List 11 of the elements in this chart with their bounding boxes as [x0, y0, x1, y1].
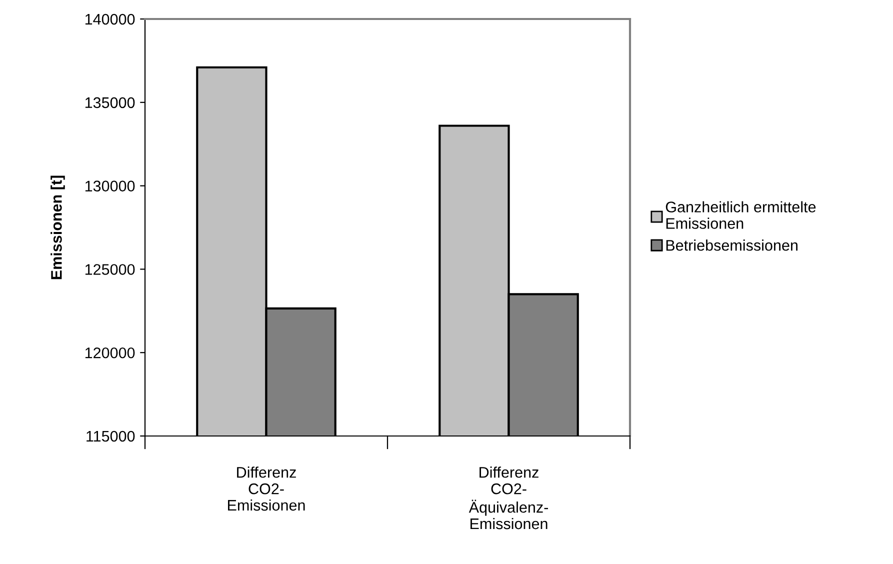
legend-label: Betriebsemissionen: [666, 240, 798, 251]
y-tick-label: 120000: [85, 347, 135, 358]
x-tick-label: Differenz CO2- Äquivalenz- Emissionen: [468, 466, 548, 530]
y-axis-title: Emissionen [t]: [50, 176, 65, 280]
x-tick-label: Differenz CO2- Emissionen: [228, 466, 305, 511]
legend-label: Ganzheitlich ermittelte Emissionen: [666, 201, 816, 229]
y-tick-label: 125000: [85, 264, 135, 275]
y-tick-label: 135000: [85, 97, 135, 108]
y-tick-label: 140000: [85, 14, 135, 25]
y-tick-label: 130000: [85, 180, 135, 192]
y-tick-label: 115000: [86, 430, 135, 442]
